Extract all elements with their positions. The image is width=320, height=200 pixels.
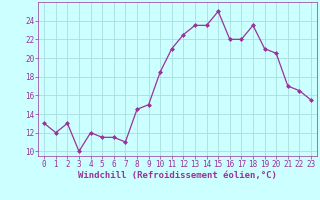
X-axis label: Windchill (Refroidissement éolien,°C): Windchill (Refroidissement éolien,°C)	[78, 171, 277, 180]
